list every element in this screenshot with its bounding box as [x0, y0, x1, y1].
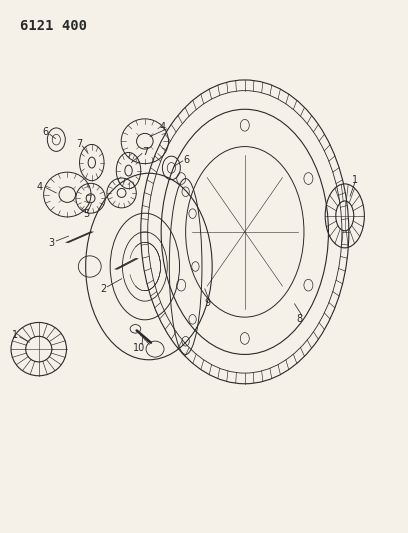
Text: 1: 1	[12, 330, 19, 340]
Text: 3: 3	[48, 238, 54, 247]
Text: 8: 8	[297, 314, 303, 324]
Text: 6121 400: 6121 400	[20, 19, 87, 33]
Text: 2: 2	[100, 284, 106, 294]
Text: 7: 7	[142, 147, 148, 157]
Text: 6: 6	[183, 155, 189, 165]
Text: 9: 9	[204, 298, 211, 308]
Text: 10: 10	[133, 343, 145, 352]
Text: 4: 4	[37, 182, 43, 191]
Text: 5: 5	[83, 209, 90, 219]
Text: 7: 7	[76, 139, 82, 149]
Text: 6: 6	[42, 127, 49, 137]
Text: 1: 1	[352, 175, 358, 185]
Text: 4: 4	[159, 122, 166, 132]
